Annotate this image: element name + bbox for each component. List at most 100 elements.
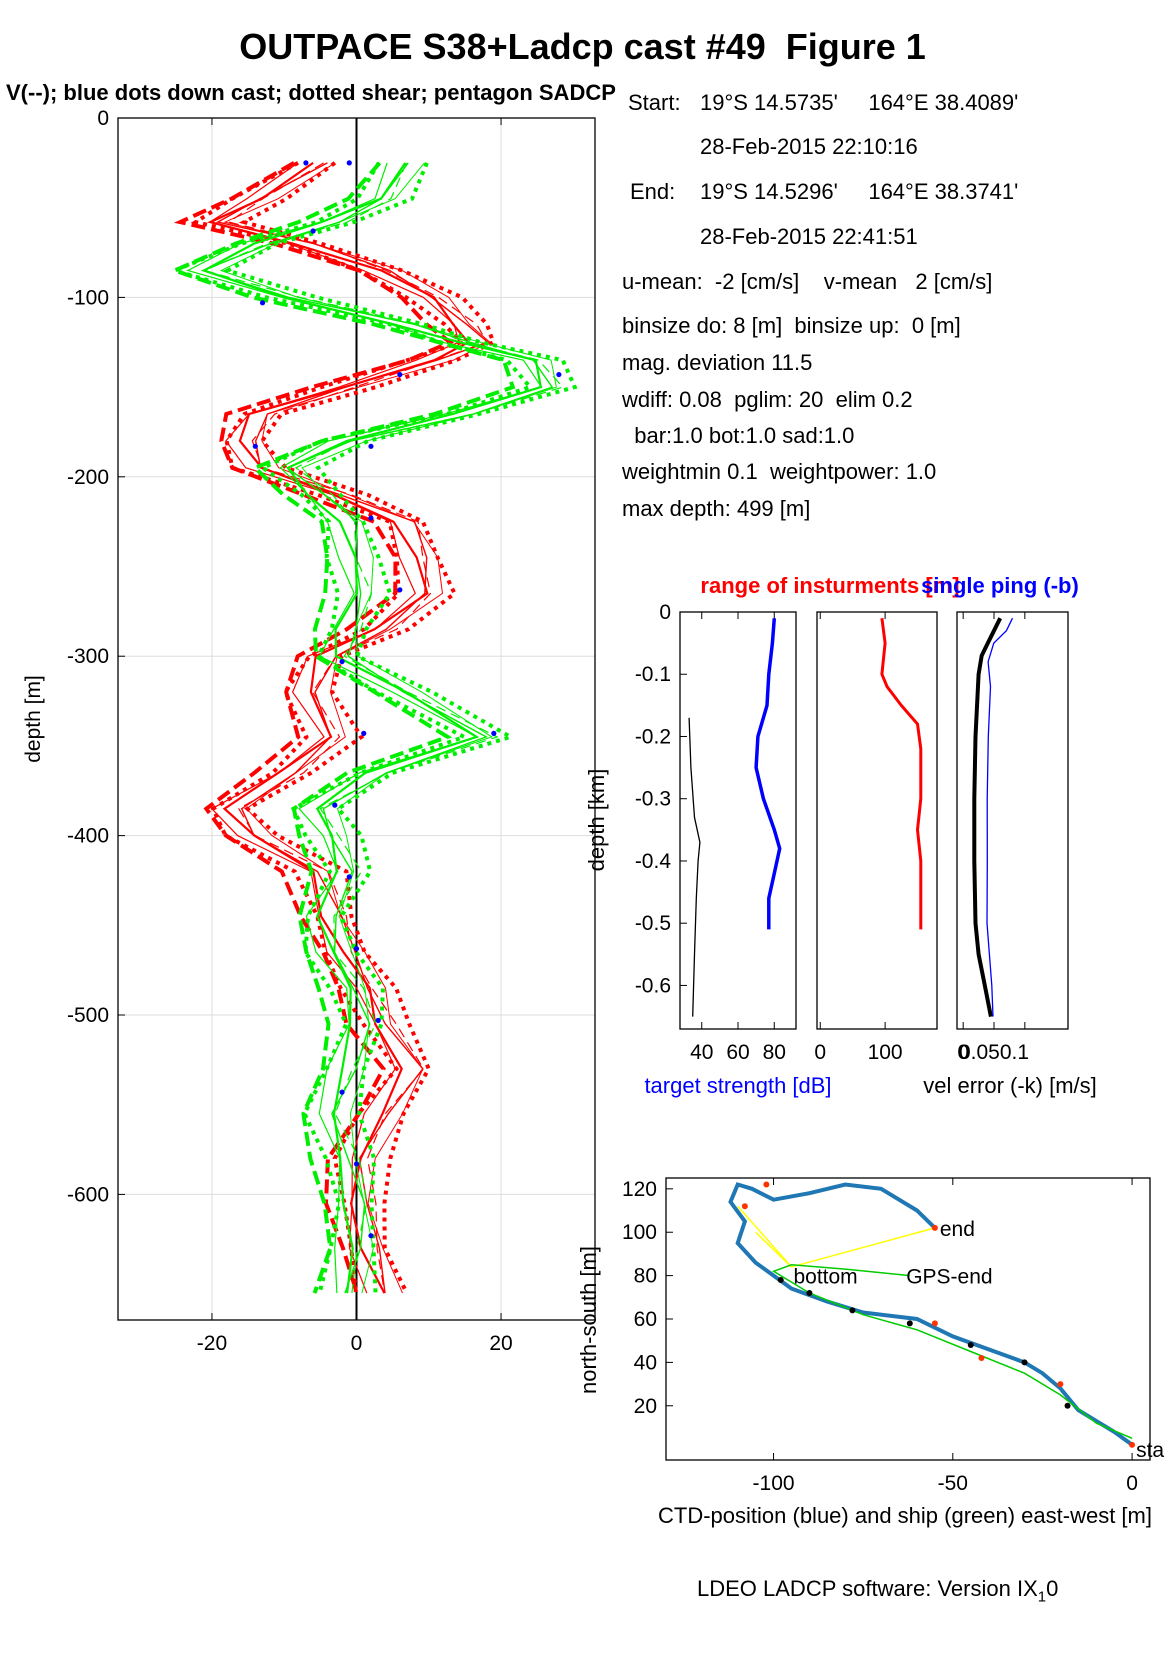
- label-end: end: [940, 1218, 975, 1241]
- velocity-series-u: [238, 161, 496, 1294]
- range-xtick-label: 0: [814, 1041, 826, 1064]
- start-position: 19°S 14.5735' 164°E 38.4089': [700, 90, 1019, 115]
- downcast-dot: [346, 160, 352, 166]
- range-series-range: [880, 618, 923, 930]
- ctd-position-ytick-label: 80: [634, 1265, 657, 1288]
- downcast-dot: [397, 587, 403, 593]
- velocity-series-u: [227, 162, 488, 1294]
- velocity-series-u: [215, 162, 490, 1294]
- ts-ylabel: depth [km]: [584, 769, 609, 872]
- downcast-dot: [556, 371, 562, 378]
- single-ping-title: single ping (-b): [921, 573, 1079, 598]
- target-strength-xtick-label: 60: [726, 1041, 749, 1064]
- max-depth: max depth: 499 [m]: [622, 496, 811, 521]
- target-strength-ytick-label: 0: [659, 601, 671, 624]
- ctd-position-ytick-label: 20: [634, 1395, 657, 1418]
- downcast-dot: [491, 730, 497, 736]
- ctd-position-dot: [849, 1307, 856, 1314]
- ctd-marker-dot: [931, 1320, 938, 1327]
- velocity-xtick-label: 0: [351, 1332, 363, 1355]
- downcast-dot: [259, 300, 266, 306]
- end-label: End:: [630, 179, 676, 204]
- velocity-series-v: [219, 162, 557, 1294]
- software-label: LDEO LADCP software: Version IX: [697, 1576, 1038, 1601]
- gps-link-line: [737, 1205, 793, 1268]
- target-strength-ytick-label: -0.3: [635, 788, 671, 811]
- downcast-dot: [368, 515, 374, 521]
- label-gps-end: GPS-end: [906, 1266, 992, 1289]
- downcast-dot: [368, 1233, 374, 1239]
- velocity-ytick-label: -600: [67, 1183, 109, 1206]
- downcast-dot: [310, 228, 316, 234]
- velocity-ytick-label: -500: [67, 1004, 109, 1027]
- vel-error-series-black: [972, 617, 1002, 1017]
- downcast-dot: [346, 874, 352, 880]
- gps-link-line: [791, 1227, 936, 1268]
- label-start: start: [1136, 1439, 1165, 1462]
- ctd-position-ytick-label: 60: [634, 1308, 657, 1331]
- ctd-position-xtick-label: -50: [938, 1472, 968, 1495]
- velocity-series-v: [222, 162, 578, 1294]
- software-version-sub: 1: [1037, 1588, 1047, 1606]
- vel-error-xtick-label: 0: [957, 1041, 969, 1064]
- velocity-ytick-label: -400: [67, 825, 109, 848]
- ctd-position-xtick-label: 0: [1126, 1472, 1138, 1495]
- target-strength-ytick-label: -0.2: [635, 725, 671, 748]
- ctd-marker-dot: [1129, 1441, 1136, 1448]
- range-title: range of insturments [m]: [700, 573, 959, 598]
- start-label: Start:: [628, 90, 681, 115]
- velocity-ylabel: depth [m]: [22, 675, 45, 763]
- ctd-position-dot: [806, 1289, 813, 1296]
- velocity-series-v: [201, 162, 543, 1294]
- downcast-dot: [361, 730, 367, 736]
- downcast-dot: [303, 160, 309, 166]
- downcast-dot: [397, 371, 403, 378]
- downcast-dot: [353, 946, 360, 952]
- velocity-ytick-label: 0: [97, 107, 109, 130]
- ctd-position-dot: [1021, 1359, 1028, 1366]
- bar-bot-sad: bar:1.0 bot:1.0 sad:1.0: [622, 423, 855, 448]
- downcast-dot: [375, 1017, 381, 1023]
- target-strength-xtick-label: 80: [763, 1041, 786, 1064]
- gps-link-line: [755, 1231, 793, 1268]
- ctd-position-ytick-label: 40: [634, 1351, 657, 1374]
- velocity-series-v: [169, 161, 516, 1294]
- downcast-dot: [368, 443, 374, 449]
- target-strength-ytick-label: -0.1: [635, 663, 671, 686]
- ctd-position-ytick-label: 120: [622, 1178, 657, 1201]
- vel-error-axes-box: [956, 611, 1069, 1030]
- weight: weightmin 0.1 weightpower: 1.0: [622, 459, 937, 484]
- label-bottom: bottom: [793, 1266, 857, 1289]
- velocity-xtick-label: -20: [197, 1332, 227, 1355]
- target-strength-ytick-label: -0.5: [635, 912, 671, 935]
- target-strength-xtick-label: 40: [690, 1041, 713, 1064]
- end-time: 28-Feb-2015 22:41:51: [700, 224, 918, 249]
- target-strength-ytick-label: -0.4: [635, 850, 672, 873]
- ctd-track: [728, 1182, 1134, 1447]
- figure-subtitle: V(--); blue dots down cast; dotted shear…: [6, 80, 616, 105]
- ts-series-blue: [754, 618, 782, 930]
- ctd-position-ytick-label: 100: [622, 1221, 657, 1244]
- velocity-ytick-label: -200: [67, 466, 109, 489]
- ctd-xlabel: CTD-position (blue) and ship (green) eas…: [658, 1503, 1152, 1528]
- mag-deviation: mag. deviation 11.5: [622, 350, 813, 375]
- downcast-dot: [339, 658, 345, 665]
- software-version-tail: 0: [1046, 1576, 1059, 1601]
- target-strength-ytick-label: -0.6: [635, 974, 671, 997]
- vel-error-series-blue: [986, 617, 1014, 1017]
- vel-error-xlabel: vel error (-k) [m/s]: [923, 1073, 1097, 1098]
- ctd-position-dot: [967, 1342, 974, 1349]
- ctd-ylabel: north-south [m]: [576, 1246, 601, 1394]
- downcast-dot: [339, 1089, 345, 1095]
- wdiff: wdiff: 0.08 pglim: 20 elim 0.2: [622, 387, 913, 412]
- velocity-series-v: [186, 162, 543, 1294]
- target-strength-axes-box: [679, 611, 797, 1030]
- ctd-marker-dot: [763, 1181, 770, 1188]
- ts-series-black: [688, 717, 701, 1017]
- ctd-position-xtick-label: -100: [753, 1472, 795, 1495]
- velocity-xtick-label: 20: [489, 1332, 512, 1355]
- downcast-dot: [332, 802, 338, 808]
- ctd-position-dot: [777, 1276, 784, 1283]
- velocity-ytick-label: -300: [67, 645, 109, 668]
- binsize: binsize do: 8 [m] binsize up: 0 [m]: [622, 313, 961, 338]
